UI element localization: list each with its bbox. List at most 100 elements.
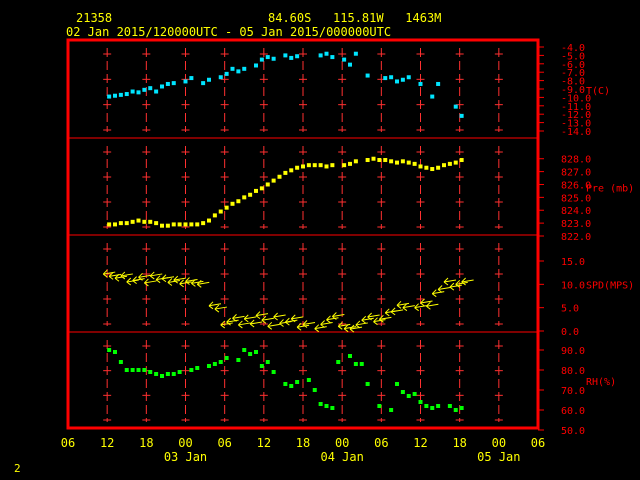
wind-barb-head	[285, 321, 290, 326]
data-point	[130, 89, 135, 94]
wind-barb-shaft	[420, 300, 433, 304]
data-point	[265, 182, 270, 187]
wind-barb	[420, 298, 433, 307]
data-point	[447, 161, 452, 166]
wind-barb	[314, 324, 327, 333]
wind-barb-head	[126, 281, 132, 286]
data-point	[312, 388, 317, 392]
station-id: 21358	[76, 11, 113, 25]
wind-barb-head	[361, 315, 367, 321]
data-point	[224, 356, 229, 360]
data-point	[330, 163, 335, 168]
y-tick-label: 10.0	[561, 280, 585, 291]
data-point	[207, 218, 211, 223]
data-point	[142, 368, 147, 372]
wind-barb-head	[167, 278, 173, 283]
wind-barb-shaft	[391, 309, 404, 313]
wind-barb	[102, 269, 116, 278]
wind-barb-shaft	[132, 278, 145, 282]
data-point	[118, 360, 123, 364]
data-point	[453, 104, 458, 109]
wind-barb	[279, 319, 292, 327]
y-tick-label: -13.0	[561, 119, 591, 130]
wind-barb-shaft	[438, 286, 451, 290]
wind-barb-head	[390, 311, 396, 316]
wind-barb-head	[343, 324, 349, 330]
data-point	[289, 168, 294, 173]
wind-barb-shaft	[267, 323, 280, 327]
data-point	[154, 372, 159, 376]
x-tick-label: 06	[61, 436, 75, 450]
wind-barb	[167, 278, 180, 286]
data-point	[183, 222, 188, 227]
wind-barb	[290, 314, 304, 323]
wind-barb-shaft	[414, 305, 427, 309]
wind-barb-shaft	[232, 315, 245, 319]
data-point	[177, 222, 182, 227]
wind-barb	[431, 289, 445, 298]
wind-barb-head	[367, 316, 372, 321]
wind-barb	[161, 274, 175, 283]
wind-barb-head	[373, 317, 378, 323]
wind-barb-head	[414, 303, 419, 309]
data-point	[248, 192, 253, 197]
data-point	[160, 223, 164, 228]
data-point	[218, 360, 223, 364]
wind-barb-head	[290, 314, 296, 320]
wind-barb-head	[449, 282, 455, 288]
x-tick-label: 18	[452, 436, 466, 450]
wind-barb	[261, 315, 274, 324]
data-point	[436, 165, 441, 170]
wind-barb-head	[431, 289, 437, 295]
y-tick-label: 825.0	[561, 193, 591, 204]
data-point	[459, 406, 464, 410]
frame-border	[66, 38, 540, 430]
wind-barb-shaft	[250, 321, 263, 325]
wind-barb-head	[332, 312, 337, 317]
wind-barb-shaft	[161, 276, 175, 280]
y-axis-label: Pre (mb)	[586, 184, 634, 195]
wind-barb-head	[261, 319, 267, 324]
y-tick-label: -10.0	[561, 93, 591, 104]
wind-barb-head	[437, 285, 443, 290]
wind-barb-head	[114, 273, 120, 279]
wind-barb-shaft	[361, 317, 374, 321]
data-point	[383, 76, 388, 81]
data-point	[165, 223, 170, 228]
data-point	[124, 221, 129, 226]
data-point	[365, 158, 370, 163]
wind-barb-shaft	[214, 306, 227, 310]
wind-barb-head	[379, 318, 384, 323]
wind-barb	[220, 320, 233, 329]
wind-barb-head	[196, 279, 202, 285]
data-point	[277, 174, 282, 179]
data-point	[130, 368, 135, 372]
data-point	[365, 382, 370, 386]
wind-barb-head	[349, 324, 355, 330]
data-point	[406, 75, 411, 80]
data-point	[189, 76, 194, 81]
x-date-label: 04 Jan	[320, 450, 363, 464]
wind-barb	[396, 300, 410, 309]
data-point	[230, 201, 235, 206]
wind-barb-head	[355, 324, 361, 329]
data-point	[136, 218, 141, 223]
wind-barb	[296, 322, 310, 331]
data-point	[295, 54, 300, 59]
wind-barb	[214, 304, 227, 313]
data-point	[424, 404, 429, 408]
wind-barb-shaft	[226, 319, 239, 323]
wind-barb	[461, 277, 474, 286]
wind-barb-head	[443, 281, 449, 286]
data-point	[400, 159, 405, 164]
data-point	[430, 406, 435, 410]
wind-barb-head	[326, 315, 331, 321]
wind-barb-head	[461, 277, 466, 283]
y-tick-label: 828.0	[561, 155, 591, 166]
data-point	[201, 221, 206, 226]
wind-barb-head	[214, 304, 220, 310]
data-point	[412, 392, 417, 396]
wind-barb-head	[185, 281, 190, 285]
wind-barb	[208, 301, 222, 310]
wind-barb-shaft	[297, 324, 310, 328]
